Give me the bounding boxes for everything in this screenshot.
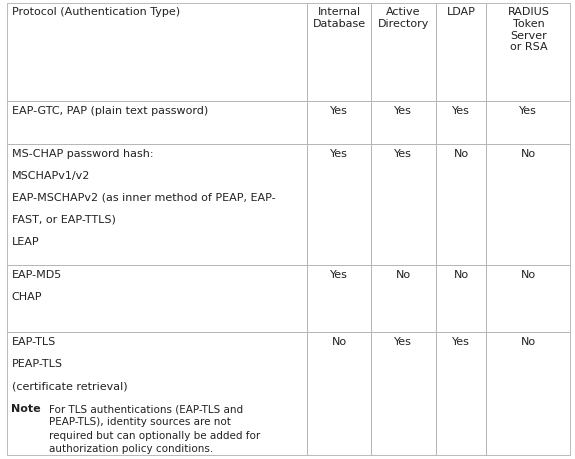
Text: No: No <box>521 148 536 158</box>
Bar <box>371 332 436 455</box>
Text: Yes: Yes <box>330 269 348 279</box>
Bar <box>486 4 570 102</box>
Text: EAP-MD5: EAP-MD5 <box>12 269 62 279</box>
Text: EAP-GTC, PAP (plain text password): EAP-GTC, PAP (plain text password) <box>12 106 208 116</box>
Bar <box>307 102 371 145</box>
Text: MSCHAPv1/v2: MSCHAPv1/v2 <box>12 170 90 180</box>
Bar <box>7 266 307 332</box>
Bar <box>7 102 307 145</box>
Bar <box>7 4 307 102</box>
Text: No: No <box>454 269 469 279</box>
Text: No: No <box>521 269 536 279</box>
Bar <box>307 332 371 455</box>
Bar <box>486 102 570 145</box>
Text: Yes: Yes <box>452 106 470 116</box>
Text: Protocol (Authentication Type): Protocol (Authentication Type) <box>12 7 179 17</box>
Text: For TLS authentications (EAP-TLS and
PEAP-TLS), identity sources are not
require: For TLS authentications (EAP-TLS and PEA… <box>49 403 260 453</box>
Text: No: No <box>521 336 536 346</box>
Bar <box>436 4 486 102</box>
Text: No: No <box>454 148 469 158</box>
Bar <box>7 332 307 455</box>
Text: FAST, or EAP-TTLS): FAST, or EAP-TTLS) <box>12 214 116 224</box>
Text: RADIUS
Token
Server
or RSA: RADIUS Token Server or RSA <box>508 7 549 52</box>
Text: Yes: Yes <box>452 336 470 346</box>
Text: LEAP: LEAP <box>12 236 39 246</box>
Text: Yes: Yes <box>394 106 412 116</box>
Text: (certificate retrieval): (certificate retrieval) <box>12 380 127 390</box>
Text: PEAP-TLS: PEAP-TLS <box>12 358 63 368</box>
Bar <box>307 266 371 332</box>
Bar <box>436 332 486 455</box>
Text: No: No <box>332 336 347 346</box>
Bar <box>371 102 436 145</box>
Text: Yes: Yes <box>330 106 348 116</box>
Text: Note: Note <box>12 403 41 413</box>
Text: Yes: Yes <box>330 148 348 158</box>
Bar <box>436 266 486 332</box>
Text: LDAP: LDAP <box>447 7 476 17</box>
Bar <box>436 145 486 266</box>
Text: CHAP: CHAP <box>12 291 42 301</box>
Bar <box>307 145 371 266</box>
Text: EAP-TLS: EAP-TLS <box>12 336 56 346</box>
Text: Yes: Yes <box>394 148 412 158</box>
Bar <box>371 4 436 102</box>
Text: Yes: Yes <box>394 336 412 346</box>
Bar <box>7 145 307 266</box>
Bar <box>486 332 570 455</box>
Bar <box>307 4 371 102</box>
Bar <box>436 102 486 145</box>
Text: No: No <box>396 269 411 279</box>
Text: EAP-MSCHAPv2 (as inner method of PEAP, EAP-: EAP-MSCHAPv2 (as inner method of PEAP, E… <box>12 192 275 202</box>
Text: Internal
Database: Internal Database <box>313 7 366 29</box>
Text: Active
Directory: Active Directory <box>378 7 429 29</box>
Bar <box>486 266 570 332</box>
Bar <box>486 145 570 266</box>
Bar <box>371 145 436 266</box>
Text: MS-CHAP password hash:: MS-CHAP password hash: <box>12 148 153 158</box>
Text: Yes: Yes <box>519 106 538 116</box>
Bar <box>371 266 436 332</box>
